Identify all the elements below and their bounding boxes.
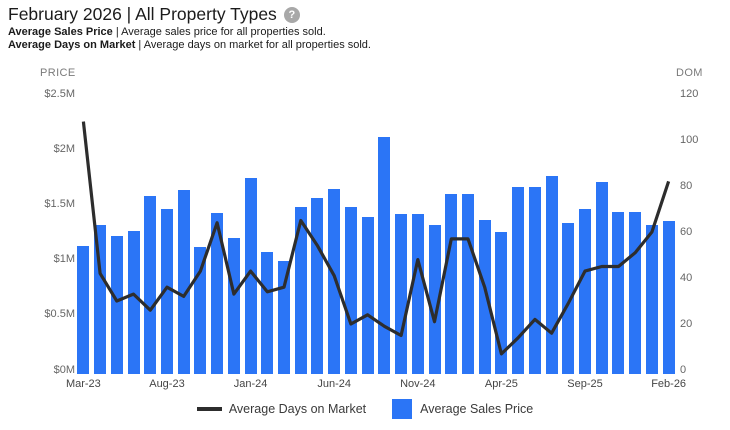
bar-Mar-25[interactable] <box>478 219 491 374</box>
right-tick-60: 60 <box>680 225 693 238</box>
x-tick-Apr-25: Apr-25 <box>484 378 518 390</box>
left-tick-$1M: $1M <box>53 253 75 266</box>
bar-Aug-23[interactable] <box>160 208 173 374</box>
bar-Jul-23[interactable] <box>144 195 157 374</box>
left-tick-$1.5M: $1.5M <box>44 197 75 210</box>
bar-Aug-25[interactable] <box>562 223 575 374</box>
bar-Jul-25[interactable] <box>545 175 558 374</box>
right-tick-40: 40 <box>680 271 693 284</box>
bar-Jun-24[interactable] <box>328 188 341 374</box>
x-tick-Jan-24: Jan-24 <box>233 378 268 390</box>
bar-Dec-25[interactable] <box>629 212 642 374</box>
legend-item-sales-price: Average Sales Price <box>392 399 533 419</box>
right-tick-80: 80 <box>680 179 693 192</box>
bar-Apr-23[interactable] <box>94 225 107 374</box>
series-note-term: Average Sales Price <box>8 26 113 38</box>
bar-May-25[interactable] <box>512 186 525 374</box>
bar-Feb-26[interactable] <box>662 220 675 374</box>
series-note-desc: | Average sales price for all properties… <box>112 26 326 38</box>
bar-Apr-24[interactable] <box>294 206 307 374</box>
legend: Average Days on Market Average Sales Pri… <box>0 398 730 420</box>
left-axis-title: PRICE <box>40 67 76 79</box>
left-tick-$0.5M: $0.5M <box>44 308 75 321</box>
bar-Jun-25[interactable] <box>528 186 541 374</box>
bar-swatch-icon <box>392 399 413 419</box>
bar-Sep-25[interactable] <box>579 208 592 374</box>
bar-Sep-23[interactable] <box>177 190 190 374</box>
title-row: February 2026 | All Property Types? <box>8 4 300 25</box>
page-title: February 2026 | All Property Types <box>8 4 277 24</box>
bar-Aug-24[interactable] <box>361 216 374 374</box>
x-tick-Jun-24: Jun-24 <box>317 378 352 390</box>
help-icon[interactable]: ? <box>283 7 300 23</box>
bar-Sep-24[interactable] <box>378 137 391 374</box>
dom-line-layer <box>81 121 671 356</box>
bar-Jan-26[interactable] <box>645 225 658 374</box>
x-tick-Sep-25: Sep-25 <box>567 378 603 390</box>
series-note-days-on-market: Average Days on Market | Average days on… <box>8 39 371 51</box>
bar-Mar-23[interactable] <box>77 246 90 374</box>
left-tick-$2M: $2M <box>53 142 75 155</box>
series-note-desc: | Average days on market for all propert… <box>135 39 371 51</box>
series-note-term: Average Days on Market <box>8 39 136 51</box>
bar-Nov-25[interactable] <box>612 212 625 374</box>
bar-Nov-23[interactable] <box>211 213 224 374</box>
right-tick-100: 100 <box>680 133 699 146</box>
bar-May-23[interactable] <box>110 236 123 374</box>
legend-label: Average Days on Market <box>228 402 367 416</box>
right-tick-120: 120 <box>680 87 699 100</box>
x-tick-Feb-26: Feb-26 <box>651 378 687 390</box>
right-tick-0: 0 <box>680 363 687 376</box>
bar-Jun-23[interactable] <box>127 230 140 374</box>
left-tick-$2.5M: $2.5M <box>44 87 75 100</box>
bar-Jan-24[interactable] <box>244 177 257 374</box>
legend-label: Average Sales Price <box>420 402 534 416</box>
plot-area <box>75 94 677 374</box>
line-swatch-icon <box>196 407 222 411</box>
bar-Oct-23[interactable] <box>194 247 207 374</box>
x-tick-Mar-23: Mar-23 <box>65 378 101 390</box>
legend-item-days-on-market: Average Days on Market <box>196 402 367 416</box>
bar-Feb-24[interactable] <box>261 251 274 374</box>
bar-Jul-24[interactable] <box>344 206 357 374</box>
right-tick-20: 20 <box>680 317 693 330</box>
left-tick-$0M: $0M <box>53 363 75 376</box>
x-tick-Aug-23: Aug-23 <box>149 378 185 390</box>
bar-Dec-24[interactable] <box>428 225 441 374</box>
x-tick-Nov-24: Nov-24 <box>400 378 436 390</box>
series-note-sales-price: Average Sales Price | Average sales pric… <box>8 26 326 38</box>
bar-Oct-25[interactable] <box>595 182 608 374</box>
average-days-on-market-line <box>81 121 671 356</box>
right-axis-title: DOM <box>676 67 703 79</box>
bar-Nov-24[interactable] <box>411 214 424 374</box>
bar-Dec-23[interactable] <box>227 237 240 374</box>
